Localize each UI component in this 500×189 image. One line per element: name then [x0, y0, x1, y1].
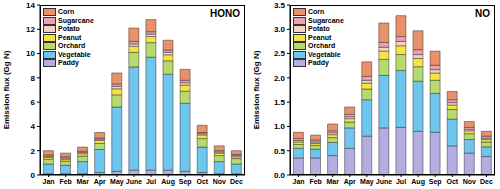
svg-text:Mar: Mar — [76, 178, 89, 185]
svg-text:0.0: 0.0 — [274, 171, 286, 180]
svg-text:Feb: Feb — [59, 178, 71, 185]
html-text:Peanut: Peanut — [308, 33, 332, 41]
svg-text:3.0: 3.0 — [274, 25, 286, 34]
html-text:Corn: Corn — [58, 8, 75, 15]
svg-text:8: 8 — [31, 74, 36, 83]
svg-text:Apr: Apr — [94, 178, 106, 186]
html-text:Peanut: Peanut — [58, 33, 82, 41]
svg-text:3.5: 3.5 — [274, 1, 286, 10]
svg-text:10: 10 — [26, 49, 35, 58]
svg-text:14: 14 — [26, 1, 35, 10]
svg-text:June: June — [126, 178, 142, 185]
svg-text:Emission flux (Gg N): Emission flux (Gg N) — [8, 50, 11, 129]
svg-text:2.0: 2.0 — [274, 74, 286, 83]
svg-text:Jul: Jul — [396, 178, 406, 185]
svg-text:Jan: Jan — [293, 178, 305, 185]
svg-text:June: June — [376, 178, 392, 185]
html-text:Sugarcane: Sugarcane — [58, 16, 94, 24]
svg-text:Sep: Sep — [179, 178, 192, 186]
svg-text:6: 6 — [31, 98, 36, 107]
svg-text:Sep: Sep — [429, 178, 442, 186]
svg-text:Emission flux (Gg N): Emission flux (Gg N) — [252, 50, 261, 129]
svg-text:4: 4 — [31, 122, 36, 131]
svg-text:Oct: Oct — [446, 178, 458, 185]
svg-text:2: 2 — [31, 147, 36, 156]
svg-text:Dec: Dec — [480, 178, 492, 185]
html-text:Orchard: Orchard — [308, 42, 336, 49]
html-text:Potato: Potato — [58, 25, 80, 32]
svg-text:May: May — [110, 178, 124, 186]
svg-text:Dec: Dec — [230, 178, 243, 185]
svg-text:Jan: Jan — [43, 178, 55, 185]
html-text:Paddy: Paddy — [58, 59, 79, 66]
svg-text:0: 0 — [31, 171, 36, 180]
html-text:Vegetable: Vegetable — [58, 50, 91, 58]
svg-text:0.5: 0.5 — [274, 147, 286, 156]
svg-text:Mar: Mar — [326, 178, 339, 185]
svg-text:1.5: 1.5 — [274, 98, 286, 107]
html-text:HONO: HONO — [210, 8, 240, 19]
html-text:Sugarcane: Sugarcane — [308, 16, 344, 24]
html-text:Paddy: Paddy — [308, 59, 329, 66]
svg-text:Apr: Apr — [344, 178, 356, 186]
svg-text:May: May — [360, 178, 374, 186]
html-text:Vegetable: Vegetable — [308, 50, 341, 58]
svg-text:Nov: Nov — [213, 178, 226, 185]
svg-text:Aug: Aug — [161, 178, 175, 186]
svg-text:1.0: 1.0 — [274, 122, 286, 131]
html-text:Potato: Potato — [308, 25, 330, 32]
svg-text:Jul: Jul — [146, 178, 156, 185]
svg-text:2.5: 2.5 — [274, 49, 286, 58]
html-text:Corn: Corn — [308, 8, 325, 15]
svg-text:Oct: Oct — [196, 178, 208, 185]
html-text:NO: NO — [475, 8, 490, 19]
svg-text:12: 12 — [26, 25, 35, 34]
svg-text:Feb: Feb — [309, 178, 321, 185]
svg-text:Nov: Nov — [463, 178, 476, 185]
svg-text:Aug: Aug — [411, 178, 425, 186]
html-text:Orchard: Orchard — [58, 42, 86, 49]
